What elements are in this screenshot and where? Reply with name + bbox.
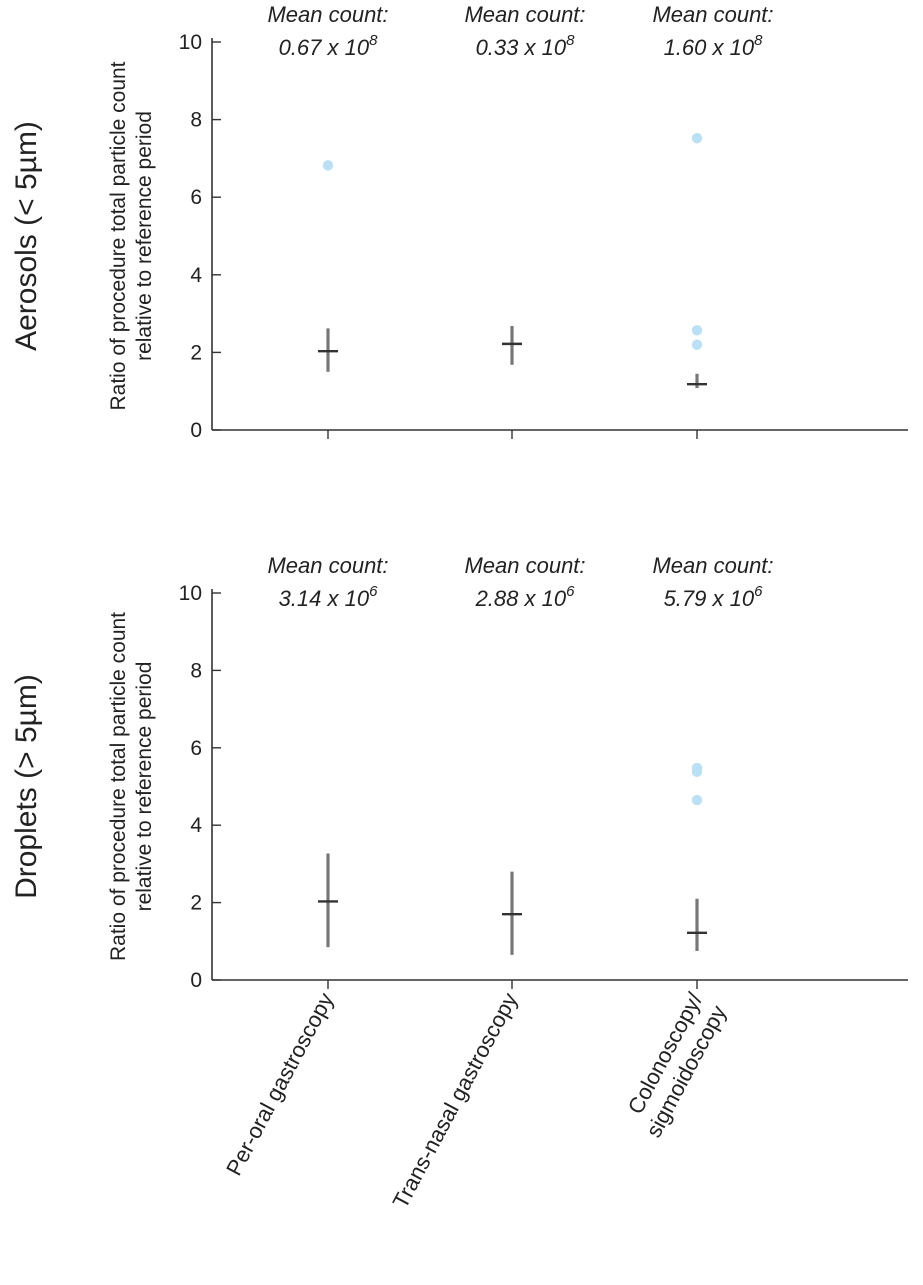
mean-count-value: 5.79 x 106	[664, 583, 764, 611]
y-axis-label-line: relative to reference period	[133, 662, 156, 912]
y-tick-label: 8	[190, 109, 202, 132]
outlier-point	[691, 339, 703, 350]
mean-count-label: Mean count:	[267, 2, 388, 27]
mean-count-label: Mean count:	[464, 553, 585, 578]
outlier-point	[691, 766, 703, 777]
y-tick-label: 6	[190, 186, 202, 209]
y-tick-label: 6	[190, 737, 202, 760]
mean-count-exponent: 6	[566, 583, 575, 600]
y-axis-label-line: relative to reference period	[133, 111, 156, 361]
mean-count-exponent: 6	[754, 583, 763, 600]
y-tick-label: 4	[190, 814, 202, 837]
category-label: Colonoscopy/sigmoidoscopy	[617, 988, 732, 1142]
mean-count-label: Mean count:	[267, 553, 388, 578]
mean-count-value: 3.14 x 106	[279, 583, 379, 611]
outlier-point	[322, 160, 334, 171]
mean-count-base: 0.33 x 10	[476, 35, 567, 60]
category-label-line: Per-oral gastroscopy	[221, 989, 338, 1180]
mean-count-base: 2.88 x 10	[475, 586, 567, 611]
mean-count-exponent: 8	[566, 32, 575, 49]
row-label: Aerosols (< 5µm)	[10, 121, 43, 351]
panel-2: 0 2 4 6 8 10 Ratio of procedure total particle…	[10, 553, 908, 1212]
row-label: Droplets (> 5µm)	[10, 674, 43, 899]
mean-count-base: 0.67 x 10	[279, 35, 370, 60]
mean-count-base: 1.60 x 10	[664, 35, 755, 60]
mean-count-base: 5.79 x 10	[664, 586, 755, 611]
y-axis-label: Ratio of procedure total particle count r…	[107, 612, 156, 961]
mean-count-label: Mean count:	[652, 553, 773, 578]
y-tick-label: 0	[190, 969, 202, 992]
outlier-point	[691, 794, 703, 806]
y-axis-label-line: Ratio of procedure total particle count	[107, 61, 130, 410]
y-tick-label: 2	[190, 892, 202, 915]
mean-count-value: 2.88 x 106	[475, 583, 576, 611]
y-tick-label: 0	[190, 419, 202, 442]
mean-count-base: 3.14 x 10	[279, 586, 370, 611]
mean-count-value: 0.67 x 108	[279, 32, 379, 60]
category-label: Trans-nasal gastroscopy	[388, 989, 523, 1213]
y-tick-label: 10	[179, 582, 202, 605]
mean-count-label: Mean count:	[464, 2, 585, 27]
y-axis-label-line: Ratio of procedure total particle count	[107, 612, 130, 961]
y-tick-label: 8	[190, 659, 202, 682]
y-tick-label: 10	[179, 31, 202, 54]
mean-count-value: 1.60 x 108	[664, 32, 764, 60]
y-tick-label: 2	[190, 341, 202, 364]
y-axis-label: Ratio of procedure total particle count r…	[107, 61, 156, 410]
outlier-point	[691, 325, 703, 336]
category-label-line: Trans-nasal gastroscopy	[388, 989, 523, 1213]
y-tick-label: 4	[190, 264, 202, 287]
panel-1: 0 2 4 6 8 10 Ratio of procedure total particle…	[10, 2, 908, 442]
mean-count-label: Mean count:	[652, 2, 773, 27]
mean-count-exponent: 6	[369, 583, 378, 600]
mean-count-value: 0.33 x 108	[476, 32, 576, 60]
mean-count-exponent: 8	[369, 32, 378, 49]
mean-count-exponent: 8	[754, 32, 763, 49]
category-label: Per-oral gastroscopy	[221, 989, 338, 1180]
outlier-point	[691, 133, 703, 144]
